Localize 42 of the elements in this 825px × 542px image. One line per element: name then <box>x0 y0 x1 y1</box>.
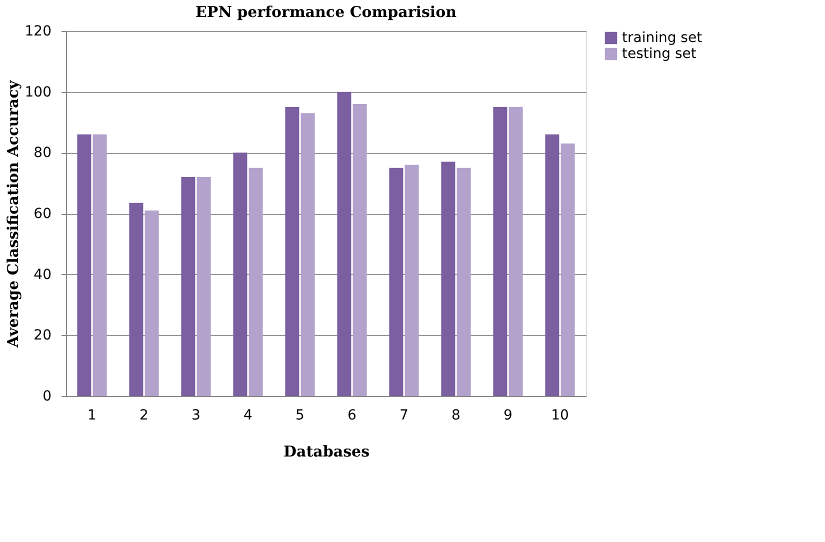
y-tick-label: 120 <box>24 24 52 40</box>
bar <box>144 210 159 396</box>
bar <box>248 168 263 396</box>
bar <box>92 134 107 396</box>
x-tick-label: 1 <box>88 408 96 424</box>
bar <box>404 164 419 396</box>
bar <box>181 177 196 396</box>
bar <box>129 202 144 396</box>
bar <box>196 177 211 396</box>
bar <box>508 107 523 396</box>
legend-label: training set <box>622 30 703 46</box>
bar <box>493 107 508 396</box>
x-tick-label: 3 <box>192 408 200 424</box>
bar <box>352 104 367 396</box>
x-tick-label: 6 <box>348 408 357 424</box>
x-tick-label: 9 <box>504 408 512 424</box>
x-tick-label: 2 <box>140 408 148 424</box>
bar <box>456 168 471 396</box>
y-axis-title: Average Classification Accuracy <box>4 79 22 348</box>
bar <box>233 152 248 396</box>
bar <box>337 92 352 396</box>
bar <box>560 144 575 396</box>
x-axis-title: Databases <box>283 442 370 460</box>
y-tick-label: 20 <box>34 328 52 344</box>
x-tick-label: 8 <box>452 408 460 424</box>
bar <box>300 113 315 396</box>
x-tick-label: 7 <box>400 408 408 424</box>
y-tick-label: 80 <box>34 145 52 162</box>
y-tick-label: 0 <box>42 388 52 404</box>
bar <box>441 162 456 396</box>
y-tick-label: 100 <box>24 84 52 100</box>
x-tick-label: 10 <box>551 408 569 424</box>
legend-label: testing set <box>622 46 697 62</box>
chart-title: EPN performance Comparision <box>195 3 457 21</box>
bar <box>545 134 560 396</box>
x-tick-label: 5 <box>296 408 304 424</box>
y-tick-label: 60 <box>34 206 52 222</box>
bar <box>389 168 404 396</box>
y-tick-label: 40 <box>34 266 52 283</box>
x-tick-label: 4 <box>244 408 253 424</box>
bar <box>285 107 300 396</box>
bar <box>77 134 92 396</box>
